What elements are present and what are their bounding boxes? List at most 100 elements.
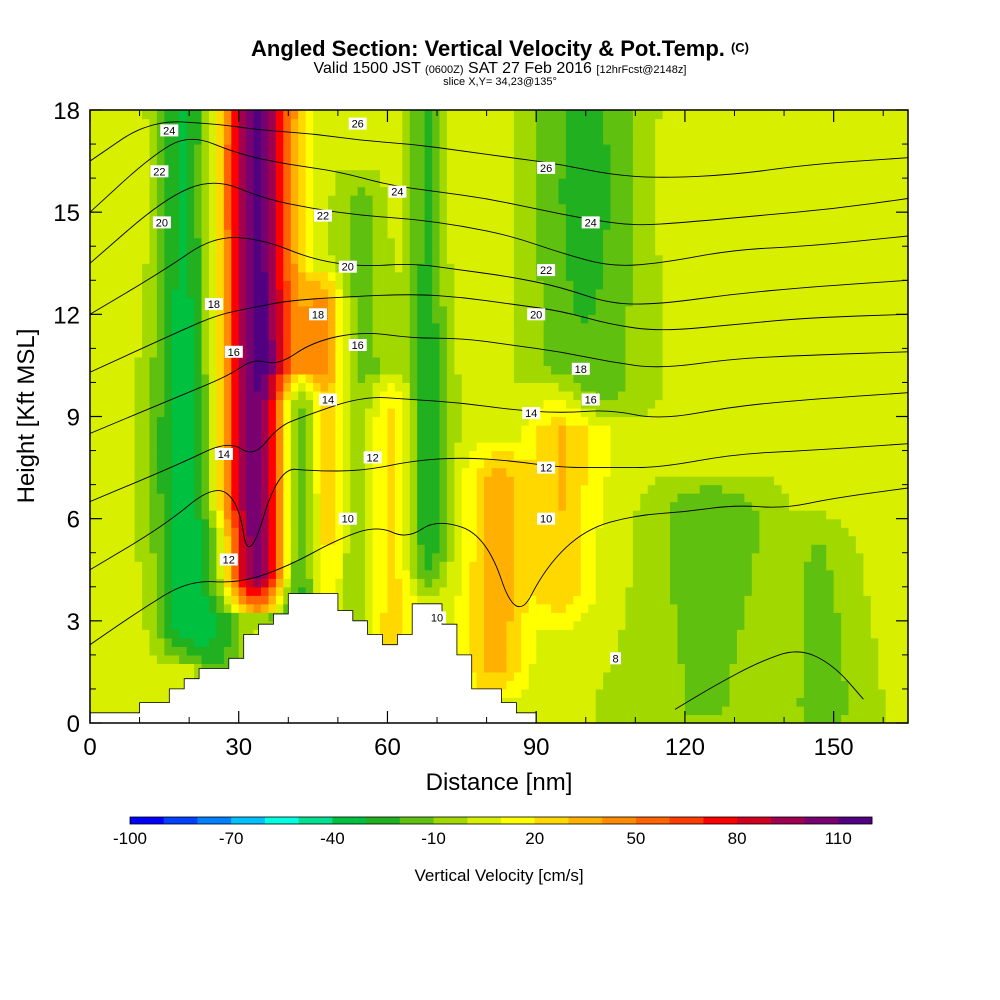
velocity-cell: [313, 399, 322, 409]
velocity-cell: [127, 271, 136, 281]
velocity-cell: [223, 416, 232, 426]
velocity-cell: [119, 646, 128, 656]
velocity-cell: [253, 459, 262, 469]
velocity-cell: [409, 433, 418, 443]
velocity-cell: [513, 416, 522, 426]
velocity-cell: [536, 671, 545, 681]
velocity-cell: [372, 467, 381, 477]
velocity-cell: [357, 246, 366, 256]
velocity-cell: [342, 586, 351, 596]
velocity-cell: [320, 144, 329, 154]
velocity-cell: [536, 271, 545, 281]
velocity-cell: [342, 212, 351, 222]
velocity-cell: [335, 501, 344, 511]
velocity-cell: [417, 195, 426, 205]
velocity-cell: [313, 535, 322, 545]
velocity-cell: [164, 552, 173, 562]
velocity-cell: [588, 356, 597, 366]
velocity-cell: [372, 425, 381, 435]
velocity-cell: [603, 688, 612, 698]
velocity-cell: [261, 527, 269, 537]
velocity-cell: [365, 373, 374, 383]
velocity-cell: [171, 135, 180, 145]
velocity-cell: [513, 169, 522, 179]
velocity-cell: [171, 237, 180, 247]
velocity-cell: [231, 212, 240, 222]
velocity-cell: [305, 186, 314, 196]
velocity-cell: [357, 220, 366, 230]
velocity-cell: [588, 620, 597, 630]
velocity-cell: [104, 688, 113, 698]
velocity-cell: [156, 408, 165, 418]
velocity-cell: [365, 178, 374, 188]
velocity-cell: [238, 527, 247, 537]
velocity-cell: [380, 348, 388, 358]
velocity-cell: [439, 476, 448, 486]
velocity-cell: [261, 288, 269, 298]
velocity-cell: [521, 493, 530, 503]
velocity-cell: [446, 586, 455, 596]
velocity-cell: [164, 697, 173, 707]
velocity-cell: [402, 339, 411, 349]
velocity-cell: [290, 144, 299, 154]
velocity-cell: [104, 535, 113, 545]
velocity-cell: [372, 391, 381, 401]
velocity-cell: [134, 544, 143, 554]
velocity-cell: [201, 586, 210, 596]
velocity-cell: [194, 493, 203, 503]
velocity-cell: [543, 408, 552, 418]
velocity-cell: [305, 544, 314, 554]
velocity-cell: [402, 169, 411, 179]
velocity-cell: [283, 237, 292, 247]
velocity-cell: [469, 195, 478, 205]
velocity-cell: [521, 706, 530, 716]
velocity-cell: [595, 110, 604, 120]
velocity-cell: [194, 373, 203, 383]
velocity-cell: [112, 322, 121, 332]
velocity-cell: [432, 195, 441, 205]
velocity-cell: [491, 220, 500, 230]
velocity-cell: [588, 578, 597, 588]
velocity-cell: [261, 484, 269, 494]
velocity-cell: [461, 152, 470, 162]
velocity-cell: [298, 408, 307, 418]
velocity-cell: [491, 135, 500, 145]
velocity-cell: [350, 527, 359, 537]
velocity-cell: [104, 152, 113, 162]
velocity-cell: [97, 688, 106, 698]
velocity-cell: [387, 348, 396, 358]
velocity-cell: [171, 186, 180, 196]
velocity-cell: [119, 637, 128, 647]
velocity-cell: [231, 161, 240, 171]
velocity-cell: [595, 484, 604, 494]
velocity-cell: [238, 578, 247, 588]
velocity-cell: [112, 459, 121, 469]
velocity-cell: [127, 339, 136, 349]
velocity-cell: [350, 322, 359, 332]
velocity-cell: [558, 356, 567, 366]
velocity-cell: [342, 425, 351, 435]
velocity-cell: [558, 339, 567, 349]
velocity-cell: [491, 288, 500, 298]
velocity-cell: [335, 561, 344, 571]
velocity-cell: [253, 135, 262, 145]
velocity-cell: [469, 144, 478, 154]
velocity-cell: [558, 382, 567, 392]
velocity-cell: [290, 459, 299, 469]
velocity-cell: [424, 220, 433, 230]
velocity-cell: [402, 203, 411, 213]
velocity-cell: [156, 493, 165, 503]
velocity-cell: [402, 152, 411, 162]
velocity-cell: [454, 169, 463, 179]
velocity-cell: [171, 305, 180, 315]
velocity-cell: [328, 263, 336, 273]
velocity-cell: [528, 518, 537, 528]
velocity-cell: [484, 544, 493, 554]
velocity-cell: [313, 229, 322, 239]
velocity-cell: [194, 654, 203, 664]
velocity-cell: [134, 569, 143, 579]
velocity-cell: [261, 544, 269, 554]
velocity-cell: [350, 603, 359, 613]
velocity-cell: [283, 161, 292, 171]
velocity-cell: [461, 578, 470, 588]
